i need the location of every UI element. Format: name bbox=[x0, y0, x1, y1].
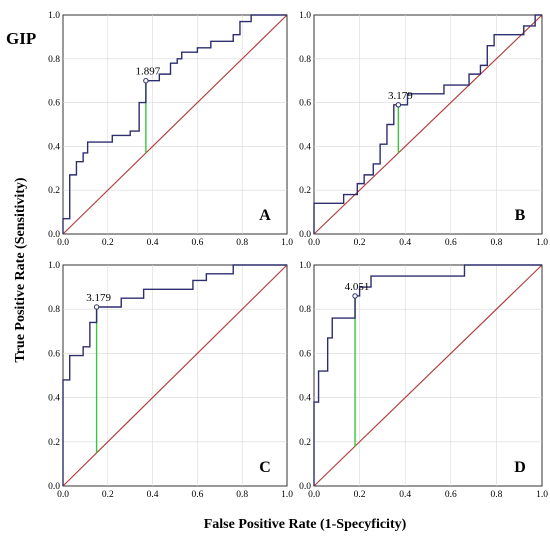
panel-b-x-tick-label: 0.8 bbox=[490, 238, 502, 248]
panel-a-y-tick-label: 0.6 bbox=[48, 99, 60, 109]
panel-d-label: D bbox=[514, 459, 526, 476]
panel-d-x-tick-label: 0.0 bbox=[308, 490, 320, 500]
panel-c-roc-curve bbox=[62, 264, 287, 486]
panel-c-label: C bbox=[259, 459, 271, 476]
panel-a-x-tick-label: 0.2 bbox=[102, 238, 114, 248]
panel-d-x-tick-label: 0.4 bbox=[399, 490, 411, 500]
panel-d-cutoff-label: 4.051 bbox=[345, 281, 370, 293]
panel-d-roc-curve bbox=[313, 264, 542, 486]
panel-b-label: B bbox=[515, 207, 526, 224]
panel-a-y-tick-label: 0.2 bbox=[48, 186, 60, 196]
panel-c-cutoff-label: 3.179 bbox=[86, 292, 111, 304]
panel-b-cutoff-point bbox=[395, 102, 402, 108]
panel-b: 0.0 0.2 0.4 0.6 0.8 1.0 0.0 0.2 0.4 0.6 0.8 1.0 3.17… bbox=[299, 11, 548, 248]
panel-a-reference-line bbox=[62, 14, 288, 235]
panel-b-x-tick-label: 0.6 bbox=[445, 238, 457, 248]
panel-b-reference-line bbox=[313, 14, 543, 235]
panel-a-x-tick-label: 0.6 bbox=[191, 238, 203, 248]
panel-c-y-tick-label: 1.0 bbox=[48, 261, 60, 271]
panel-b-y-tick-label: 0.8 bbox=[299, 55, 311, 65]
panel-c: 0.0 0.2 0.4 0.6 0.8 1.0 0.0 0.2 0.4 0.6 0.8 1.0 3.17… bbox=[48, 261, 293, 500]
panel-d-x-tick-label: 1.0 bbox=[536, 490, 548, 500]
panel-b-y-tick-label: 1.0 bbox=[299, 11, 311, 21]
panel-b-cutoff-label: 3.179 bbox=[388, 90, 413, 102]
panel-d-x-tick-label: 0.6 bbox=[445, 490, 457, 500]
figure-title: GIP bbox=[6, 29, 36, 48]
panel-a-x-tick-label: 0.0 bbox=[57, 238, 69, 248]
panel-c-x-tick-label: 0.2 bbox=[102, 490, 114, 500]
panel-c-y-tick-label: 0.2 bbox=[48, 438, 60, 448]
panel-b-x-tick-label: 1.0 bbox=[536, 238, 548, 248]
panel-c-reference-line bbox=[62, 264, 288, 487]
panel-b-roc-curve bbox=[313, 14, 542, 234]
panel-a-cutoff-point bbox=[143, 78, 149, 84]
panel-a-label: A bbox=[259, 207, 271, 224]
panel-d-x-tick-label: 0.2 bbox=[354, 490, 366, 500]
panel-d-y-tick-label: 1.0 bbox=[299, 261, 311, 271]
y-axis-title: True Positive Rate (Sensitivity) bbox=[13, 177, 28, 363]
panel-c-y-tick-label: 0.8 bbox=[48, 305, 60, 315]
panel-b-y-tick-label: 0.4 bbox=[299, 142, 311, 152]
panel-d-cutoff-point bbox=[352, 293, 358, 299]
panel-a-y-tick-label: 0.0 bbox=[48, 230, 60, 240]
panel-b-x-tick-label: 0.0 bbox=[308, 238, 320, 248]
panel-d-y-tick-label: 0.6 bbox=[299, 349, 311, 359]
panel-d-reference-line bbox=[313, 264, 543, 487]
x-axis-title: False Positive Rate (1-Specyficity) bbox=[204, 517, 407, 532]
panel-a-y-tick-label: 0.8 bbox=[48, 55, 60, 65]
panel-a: 0.0 0.2 0.4 0.6 0.8 1.0 0.0 0.2 0.4 0.6 0.8 1.0 1.89… bbox=[48, 11, 293, 248]
panel-c-x-tick-label: 0.4 bbox=[147, 490, 159, 500]
panel-c-x-tick-label: 0.6 bbox=[191, 490, 203, 500]
panel-a-y-tick-label: 0.4 bbox=[48, 142, 60, 152]
panel-c-cutoff-point bbox=[93, 304, 100, 310]
panel-d-y-tick-label: 0.2 bbox=[299, 438, 311, 448]
panel-a-x-tick-label: 0.4 bbox=[147, 238, 159, 248]
panel-a-x-tick-label: 0.8 bbox=[236, 238, 248, 248]
panel-b-x-tick-label: 0.2 bbox=[354, 238, 366, 248]
panel-c-y-tick-label: 0.0 bbox=[48, 482, 60, 492]
panel-d: 0.0 0.2 0.4 0.6 0.8 1.0 0.0 0.2 0.4 0.6 0.8 1.0 4.05… bbox=[299, 261, 548, 500]
panel-b-x-tick-label: 0.4 bbox=[399, 238, 411, 248]
panel-d-y-tick-label: 0.8 bbox=[299, 305, 311, 315]
panel-c-x-tick-label: 1.0 bbox=[281, 490, 293, 500]
panel-d-x-tick-label: 0.8 bbox=[490, 490, 502, 500]
panel-c-y-tick-label: 0.4 bbox=[48, 394, 60, 404]
panel-d-y-tick-label: 0.0 bbox=[299, 482, 311, 492]
panel-c-x-tick-label: 0.8 bbox=[236, 490, 248, 500]
panels: 0.0 0.2 0.4 0.6 0.8 1.0 0.0 0.2 0.4 0.6 0.8 1.0 1.89… bbox=[48, 11, 548, 500]
panel-b-y-tick-label: 0.0 bbox=[299, 230, 311, 240]
panel-c-x-tick-label: 0.0 bbox=[57, 490, 69, 500]
panel-b-y-tick-label: 0.2 bbox=[299, 186, 311, 196]
panel-a-x-tick-label: 1.0 bbox=[281, 238, 293, 248]
panel-a-roc-curve bbox=[62, 14, 287, 234]
panel-a-cutoff-label: 1.897 bbox=[136, 66, 161, 78]
panel-b-y-tick-label: 0.6 bbox=[299, 99, 311, 109]
panel-a-y-tick-label: 1.0 bbox=[48, 11, 60, 21]
panel-c-y-tick-label: 0.6 bbox=[48, 349, 60, 359]
panel-d-y-tick-label: 0.4 bbox=[299, 394, 311, 404]
